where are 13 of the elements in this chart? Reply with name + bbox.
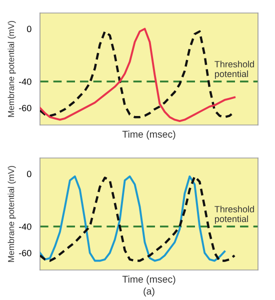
x-axis-title: Time (msec) (122, 130, 176, 140)
ref-line-label: Threshold potential (214, 206, 254, 224)
y-tick-label: -40 (19, 223, 32, 230)
text: (a) (144, 287, 154, 297)
y-tick-label: -40 (19, 78, 32, 85)
y-tick-label: -60 (19, 104, 32, 112)
y-axis-title: Membrane potential (mV) (8, 20, 16, 117)
y-axis-title: Membrane potential (mV) (8, 166, 16, 262)
y-tick-label: -60 (19, 250, 32, 256)
y-tick-label: 0 (27, 26, 32, 32)
ref-line-label: Threshold potential (214, 60, 254, 79)
x-axis-title: Time (msec) (122, 276, 176, 285)
y-tick-label: 0 (27, 170, 32, 178)
